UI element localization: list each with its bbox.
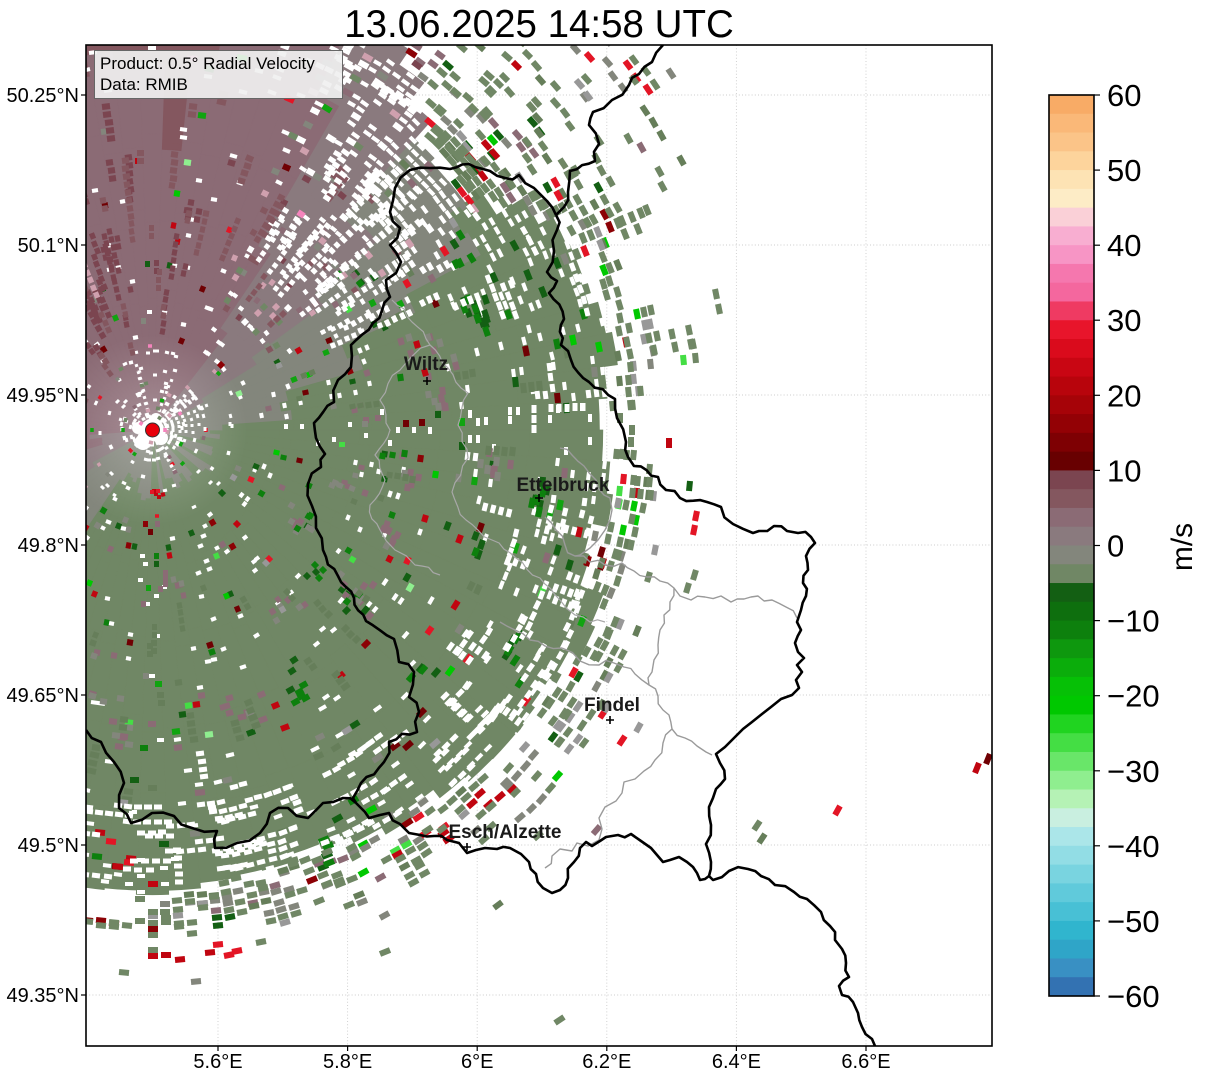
svg-text:50: 50: [1107, 153, 1141, 188]
svg-text:Findel: Findel: [584, 695, 640, 716]
svg-text:49.35°N: 49.35°N: [7, 985, 80, 1007]
svg-text:5.6°E: 5.6°E: [193, 1051, 242, 1073]
svg-text:60: 60: [1107, 78, 1141, 113]
svg-text:−50: −50: [1107, 904, 1160, 939]
svg-text:49.5°N: 49.5°N: [18, 835, 79, 857]
svg-text:30: 30: [1107, 303, 1141, 338]
svg-text:Data: RMIB: Data: RMIB: [100, 75, 188, 94]
svg-text:6.4°E: 6.4°E: [712, 1051, 761, 1073]
svg-text:10: 10: [1107, 453, 1141, 488]
svg-text:6.2°E: 6.2°E: [582, 1051, 631, 1073]
svg-text:50.1°N: 50.1°N: [18, 235, 79, 257]
svg-text:−10: −10: [1107, 604, 1160, 639]
svg-text:5.8°E: 5.8°E: [323, 1051, 372, 1073]
svg-text:−40: −40: [1107, 829, 1160, 864]
svg-text:Esch/Alzette: Esch/Alzette: [449, 822, 562, 843]
svg-text:6°E: 6°E: [461, 1051, 493, 1073]
svg-text:13.06.2025 14:58 UTC: 13.06.2025 14:58 UTC: [344, 3, 734, 46]
svg-text:0: 0: [1107, 529, 1124, 564]
svg-text:Product: 0.5° Radial Velocity: Product: 0.5° Radial Velocity: [100, 54, 315, 73]
svg-text:49.8°N: 49.8°N: [18, 535, 79, 557]
svg-text:−30: −30: [1107, 754, 1160, 789]
svg-text:m/s: m/s: [1166, 523, 1199, 571]
svg-text:−20: −20: [1107, 679, 1160, 714]
svg-text:Wiltz: Wiltz: [404, 354, 448, 375]
svg-text:50.25°N: 50.25°N: [7, 85, 80, 107]
svg-text:6.6°E: 6.6°E: [841, 1051, 890, 1073]
svg-text:40: 40: [1107, 228, 1141, 263]
svg-text:49.65°N: 49.65°N: [7, 685, 80, 707]
svg-text:Ettelbruck: Ettelbruck: [517, 475, 610, 496]
svg-text:49.95°N: 49.95°N: [7, 385, 80, 407]
svg-text:20: 20: [1107, 378, 1141, 413]
svg-text:−60: −60: [1107, 979, 1160, 1014]
